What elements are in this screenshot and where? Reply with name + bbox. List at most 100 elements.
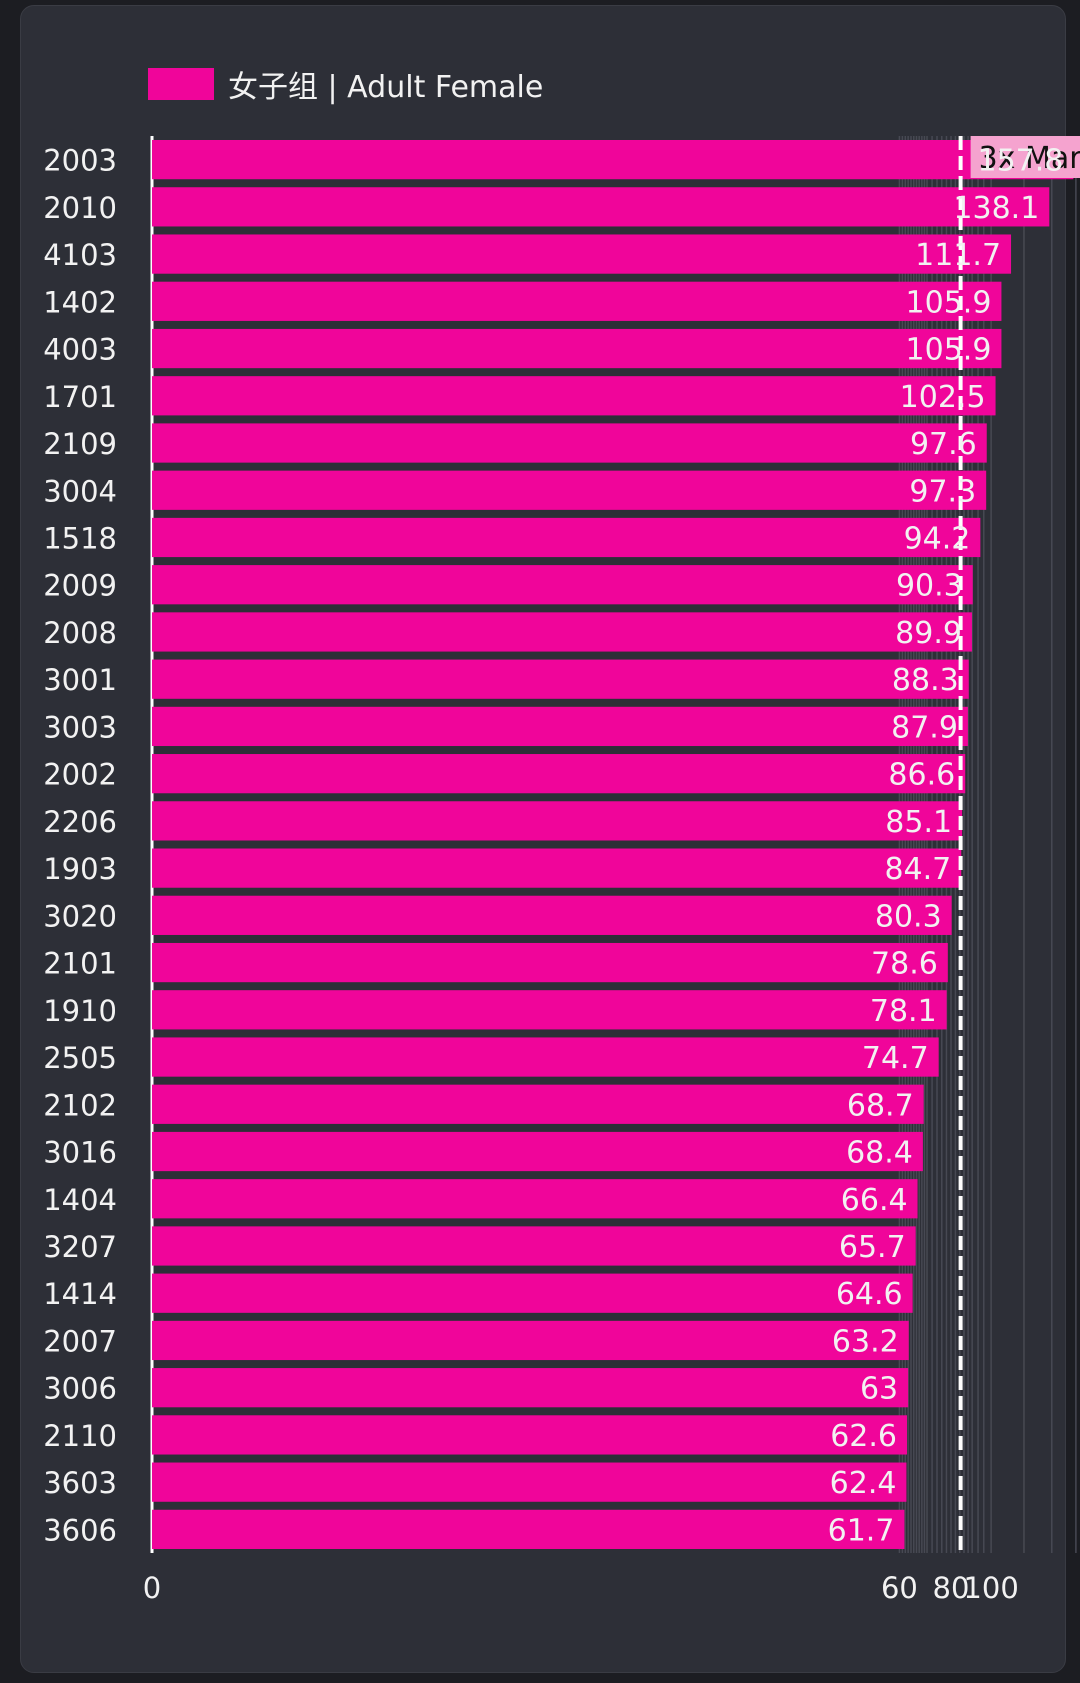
bar [152,895,952,935]
legend-swatch [148,68,214,100]
value-label: 87.9 [891,710,958,745]
value-label: 85.1 [885,805,952,840]
category-label: 3004 [43,474,117,508]
value-label: 105.9 [906,333,992,368]
bar [152,612,972,652]
category-label: 1910 [43,994,117,1028]
value-label: 105.9 [906,285,992,320]
bar [152,328,1002,369]
category-label: 2109 [43,427,117,461]
value-label: 68.7 [847,1088,914,1123]
value-label: 88.3 [892,663,959,698]
bar [152,1179,918,1219]
category-label: 2009 [43,569,117,603]
category-label: 2008 [43,616,117,650]
reference-annotation-box [970,136,1080,178]
value-label: 90.3 [896,569,963,604]
category-label: 4003 [43,333,117,367]
bar [152,1415,908,1455]
category-label: 1518 [43,521,117,555]
bar [152,1462,907,1502]
category-label: 2102 [43,1088,117,1122]
value-label: 84.7 [884,852,951,887]
bar [152,470,987,510]
bar [152,423,987,463]
category-label: 3207 [43,1230,117,1264]
category-label: 3020 [43,899,117,933]
category-label: 2002 [43,758,117,792]
category-label: 2007 [43,1324,117,1358]
category-label: 2206 [43,805,117,839]
x-tick-label: 80 [933,1571,970,1605]
value-label: 97.3 [909,474,976,509]
grid-lines [150,136,1077,1553]
value-label: 94.2 [904,521,971,556]
category-label: 2110 [43,1419,117,1453]
value-label: 61.7 [828,1513,895,1548]
bar [152,234,1012,274]
bar [152,706,968,747]
category-label: 1402 [43,285,117,319]
legend[interactable]: 女子组 | Adult Female [148,62,543,106]
category-label: 3001 [43,663,117,697]
bar [152,1320,909,1361]
category-label: 3016 [43,1136,117,1170]
value-label: 78.6 [871,947,938,982]
category-label: 2101 [43,947,117,981]
legend-label: 女子组 | Adult Female [228,70,544,105]
bar [152,1037,939,1077]
category-label: 3003 [43,710,117,744]
value-label: 65.7 [839,1230,906,1265]
bar [152,1368,909,1408]
category-label: 1414 [43,1277,117,1311]
x-tick-label: 0 [143,1571,161,1605]
value-label: 157.8 [977,144,1063,179]
value-label: 89.9 [895,616,962,651]
bar [152,1131,923,1172]
value-label: 86.6 [888,758,955,793]
bar [152,376,996,416]
bar [152,281,1002,321]
value-label: 63.2 [832,1324,899,1359]
value-label: 80.3 [875,899,942,934]
bars [152,140,1074,1549]
reference-line-group: 3x Marathon [958,136,1080,1553]
bar [152,659,969,699]
bar [152,942,948,983]
x-tick-label: 60 [881,1571,918,1605]
bar [152,140,1074,180]
value-label: 74.7 [862,1041,929,1076]
category-label: 1701 [43,380,117,414]
bar [152,1226,916,1266]
value-label: 62.6 [830,1419,897,1454]
category-label: 3603 [43,1466,117,1500]
category-label: 1404 [43,1183,117,1217]
bar [152,754,966,794]
bar [152,1509,905,1549]
x-tick-label: 100 [963,1571,1018,1605]
category-label: 2505 [43,1041,117,1075]
bar [152,1084,924,1124]
category-labels: 2003 2010 4103 1402 4003 1701 2109 3004 1518 2009… [43,144,117,1548]
value-labels: 157.8 138.1 111.7 105.9 105.9 102.5 97.6 97.3 94… [828,144,1064,1549]
category-label: 2010 [43,191,117,225]
bar [152,848,962,888]
bar [152,187,1050,227]
value-label: 64.6 [836,1277,903,1312]
value-label: 111.7 [915,238,1001,273]
value-label: 62.4 [830,1466,897,1501]
value-label: 66.4 [841,1183,908,1218]
bar [152,990,947,1030]
category-label: 2003 [43,144,117,178]
category-label: 3606 [43,1513,117,1547]
value-label: 68.4 [846,1136,913,1171]
x-tick-labels: 06080100200 [143,1571,1019,1605]
reference-annotation-label: 3x Marathon [979,141,1080,176]
bar [152,1273,913,1313]
bar [152,801,963,841]
bar [152,565,973,605]
bar [152,517,981,558]
category-label: 3006 [43,1372,117,1406]
value-label: 63 [860,1372,898,1407]
